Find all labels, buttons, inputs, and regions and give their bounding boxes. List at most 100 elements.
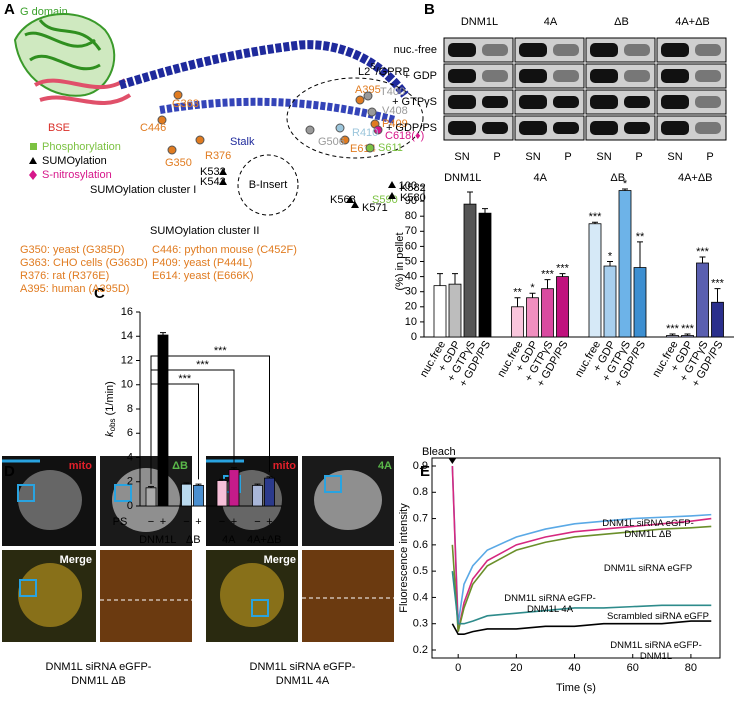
panel-letter: E — [420, 463, 430, 480]
bar — [711, 301, 724, 338]
error-bar — [195, 483, 202, 486]
sumo-site — [388, 181, 396, 188]
y-tick-label: 10 — [121, 379, 133, 391]
y-tick-label: 60 — [405, 240, 417, 252]
mutation-note: P409: yeast (P444L) — [152, 257, 252, 269]
gel-band — [553, 70, 579, 82]
lane-label: SN — [667, 151, 682, 163]
significance: ** — [636, 231, 645, 243]
caption: DNM1L siRNA eGFP-DNM1L ΔB — [45, 661, 152, 687]
significance: * — [530, 282, 535, 294]
x-tick-label: − — [183, 516, 189, 528]
series-line — [451, 525, 712, 632]
roi — [114, 484, 132, 502]
residue-site — [157, 115, 167, 125]
significance: * — [623, 178, 628, 190]
gel-band — [519, 43, 547, 57]
channel-label: 4A — [378, 460, 392, 472]
group-label: DNM1L — [139, 534, 176, 546]
bar — [541, 288, 554, 338]
group-label: 4A — [222, 534, 236, 546]
y-tick-label: 0.7 — [413, 512, 428, 524]
legend-symbol — [30, 143, 37, 150]
y-tick-label: 0.4 — [413, 591, 428, 603]
channel-label: mito — [273, 460, 297, 472]
series-label: DNM1L siRNA eGFP-DNM1L ΔB — [602, 518, 694, 540]
gel-band — [695, 70, 721, 82]
bar — [252, 484, 263, 507]
lane-label: P — [564, 151, 571, 163]
y-tick-label: 12 — [121, 354, 133, 366]
y-tick-label: 0 — [127, 500, 133, 512]
bar — [145, 487, 157, 507]
bar — [193, 484, 204, 507]
gel-band — [482, 44, 508, 56]
g-domain-ribbon — [24, 19, 102, 71]
legend-symbol — [29, 157, 37, 164]
x-tick-label: 40 — [568, 662, 580, 674]
significance: * — [608, 250, 613, 262]
error-bar — [637, 241, 643, 268]
error-bar — [482, 208, 488, 214]
gel-band — [590, 95, 618, 109]
residue-label: K568 — [330, 194, 356, 206]
microscopy-images — [2, 456, 394, 642]
residue-site — [335, 123, 345, 133]
gel-band — [519, 121, 547, 135]
y-tick-label: 40 — [405, 271, 417, 283]
residue-label: P409 — [382, 118, 408, 130]
error-bar — [160, 332, 166, 336]
gel-band — [482, 96, 508, 108]
error-bar — [669, 333, 676, 336]
mutation-note: C446: python mouse (C452F) — [152, 244, 297, 256]
gel-band — [519, 95, 547, 109]
mutation-note: E614: yeast (E666K) — [152, 270, 254, 282]
residue-label: K580 — [400, 192, 426, 204]
error-bar — [592, 221, 598, 224]
error-bar — [699, 256, 706, 264]
bar — [603, 265, 617, 338]
cell — [220, 563, 284, 627]
x-tick-label: 0 — [455, 662, 461, 674]
bar — [666, 335, 679, 338]
residue-label: S611 — [378, 142, 403, 154]
residue-site — [373, 125, 383, 135]
residue-site — [340, 135, 350, 145]
stalk-helix — [159, 97, 397, 124]
cluster-label: SUMOylation cluster II — [150, 225, 259, 237]
annotation: Bleach — [422, 446, 456, 458]
panel-letter: D — [4, 463, 15, 480]
error-bar — [148, 486, 154, 488]
group-label: 4A — [534, 172, 548, 184]
gel-band — [482, 70, 508, 82]
significance: *** — [196, 359, 210, 371]
gel-band — [482, 122, 508, 134]
residue-label: C618(♦) — [385, 130, 424, 142]
bar — [526, 297, 539, 338]
series-line — [451, 465, 712, 632]
residue-label: G350 — [165, 157, 192, 169]
x-tick-label: + — [266, 516, 272, 528]
lane-label: P — [706, 151, 713, 163]
gel-band — [624, 44, 650, 56]
gel-row-label: + GDP/PS — [386, 122, 437, 134]
significance: *** — [681, 323, 695, 335]
image — [100, 550, 192, 642]
protein-structure — [13, 13, 424, 216]
residue-label: G506 — [318, 136, 345, 148]
sumo-site — [388, 192, 396, 199]
residue-label: K582 — [400, 182, 426, 194]
panel-letter: B — [424, 1, 435, 18]
domain-label: Stalk — [230, 136, 255, 148]
bar — [433, 285, 447, 338]
gel-band — [448, 69, 476, 83]
legend-label: SUMOylation — [42, 155, 107, 167]
residue-label: C446 — [140, 122, 166, 134]
sumo-site — [351, 201, 359, 208]
error-bar — [183, 482, 190, 485]
significance: *** — [178, 373, 192, 385]
x-tick-label: + — [195, 516, 201, 528]
domain-label: S — [370, 62, 375, 71]
y-axis-label: obs — [108, 418, 117, 431]
